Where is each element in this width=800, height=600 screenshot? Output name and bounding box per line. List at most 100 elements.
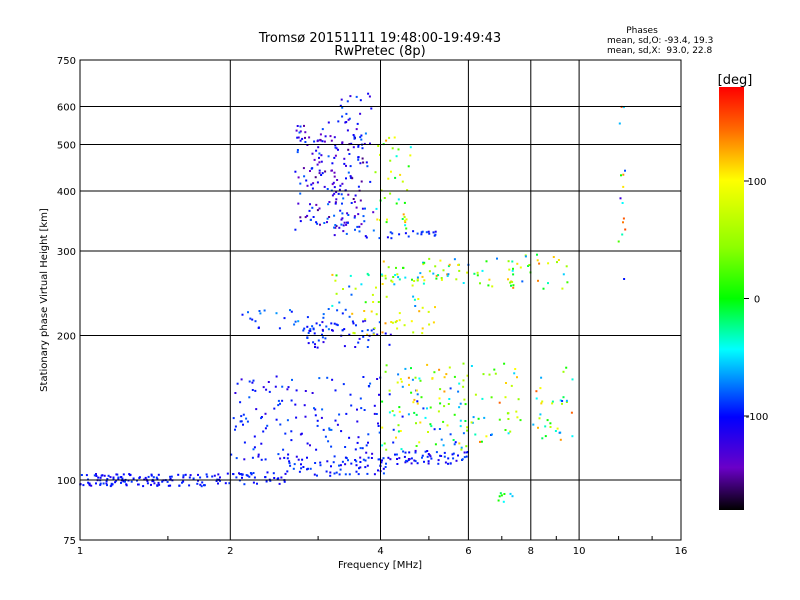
data-point — [504, 396, 507, 399]
data-point — [286, 470, 289, 473]
data-point — [407, 376, 410, 379]
data-point — [427, 230, 430, 233]
data-point — [352, 198, 355, 200]
data-point — [438, 397, 441, 400]
data-point — [296, 151, 299, 154]
data-point — [387, 266, 390, 269]
data-point — [262, 430, 265, 433]
colorbar-tick-label: 0 — [754, 295, 760, 306]
data-point — [392, 276, 395, 278]
data-point — [303, 327, 306, 330]
data-point — [361, 147, 364, 150]
data-point — [355, 95, 358, 98]
data-point — [328, 428, 331, 431]
data-point — [312, 182, 315, 185]
data-point — [317, 146, 320, 149]
data-point — [333, 186, 336, 189]
data-point — [357, 473, 360, 476]
data-point — [621, 233, 624, 236]
data-point — [306, 214, 309, 217]
data-point — [517, 398, 520, 401]
data-point — [297, 458, 300, 461]
data-point — [169, 475, 172, 478]
data-point — [622, 173, 625, 176]
data-point — [461, 458, 464, 461]
data-point — [303, 175, 306, 178]
data-point — [623, 278, 626, 280]
data-point — [352, 146, 355, 149]
data-point — [254, 320, 257, 323]
data-point — [421, 275, 424, 278]
data-point — [353, 332, 356, 335]
data-point — [397, 276, 400, 279]
data-point — [397, 148, 400, 151]
data-point — [125, 483, 128, 486]
data-point — [449, 433, 452, 436]
data-point — [403, 324, 406, 327]
data-point — [240, 420, 243, 423]
data-point — [338, 301, 341, 304]
data-point — [391, 410, 394, 412]
data-point — [464, 420, 467, 422]
data-point — [516, 416, 519, 419]
data-point — [348, 315, 351, 318]
data-point — [429, 455, 432, 458]
data-point — [559, 399, 562, 402]
data-point — [493, 368, 496, 371]
data-point — [304, 131, 307, 134]
data-point — [341, 212, 344, 215]
data-point — [404, 221, 407, 224]
data-point — [443, 451, 446, 454]
data-point — [385, 462, 387, 465]
data-point — [360, 134, 363, 137]
data-point — [378, 237, 381, 240]
data-point — [333, 156, 336, 159]
data-point — [391, 147, 394, 150]
data-point — [398, 406, 401, 409]
data-point — [557, 259, 560, 261]
data-point — [312, 341, 315, 344]
data-point — [421, 454, 424, 457]
data-point — [448, 398, 451, 400]
data-point — [348, 117, 351, 120]
data-point — [230, 453, 233, 456]
data-point — [622, 217, 625, 220]
data-point — [289, 464, 292, 467]
data-point — [333, 226, 336, 229]
data-point — [462, 432, 465, 435]
data-point — [151, 480, 154, 483]
data-point — [319, 464, 322, 467]
data-point — [624, 228, 627, 231]
data-point — [226, 472, 229, 475]
data-point — [357, 213, 360, 216]
data-point — [422, 407, 425, 410]
data-point — [99, 476, 102, 479]
data-point — [364, 318, 367, 321]
data-point — [547, 282, 549, 285]
data-point — [509, 492, 512, 495]
data-point — [397, 430, 400, 433]
data-point — [359, 456, 362, 459]
data-point — [367, 441, 369, 444]
data-point — [541, 400, 544, 403]
data-point — [326, 217, 329, 220]
data-point — [197, 479, 199, 482]
data-point — [464, 403, 467, 406]
data-point — [401, 218, 404, 220]
data-point — [252, 481, 255, 484]
data-point — [396, 273, 399, 276]
data-point — [324, 170, 327, 173]
data-point — [299, 139, 302, 142]
data-point — [314, 462, 317, 464]
data-point — [304, 415, 307, 418]
data-point — [490, 396, 493, 399]
data-point — [423, 261, 426, 264]
data-point — [364, 466, 367, 469]
data-point — [335, 147, 338, 150]
data-point — [297, 202, 300, 205]
data-point — [355, 460, 358, 463]
data-point — [166, 480, 169, 483]
data-point — [397, 198, 400, 201]
data-point — [219, 476, 221, 479]
data-point — [251, 318, 254, 321]
